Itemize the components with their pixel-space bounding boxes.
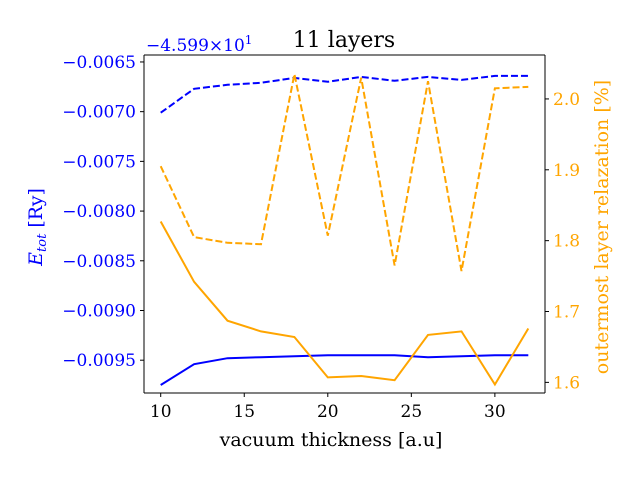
- series-line-left-solid: [160, 354, 529, 386]
- left-tick-label: −0.0070: [62, 103, 136, 123]
- left-axis-label-subscript: tot: [35, 233, 50, 252]
- x-tick-label: 15: [233, 402, 255, 422]
- right-tick-label: 1.7: [553, 303, 580, 323]
- left-tick-label: −0.0095: [62, 351, 136, 371]
- left-axis-offset-base: −4.599×10: [146, 36, 245, 56]
- right-tick-label: 1.9: [553, 161, 580, 181]
- left-tick-label: −0.0075: [62, 152, 136, 172]
- left-tick-label: −0.0085: [62, 252, 136, 272]
- x-axis-label: vacuum thickness [a.u]: [219, 429, 443, 451]
- plot-area: 10 15 20 25 30 −0.0065 −0.0070 −0.0075 −0.0080 −0…: [62, 53, 580, 422]
- left-axis-label-unit: [Ry]: [25, 188, 47, 234]
- right-tick-label: 1.6: [553, 373, 580, 393]
- chart-title: 11 layers: [293, 28, 395, 53]
- series-line-right-solid: [159, 221, 530, 387]
- series-line-right-dashed: [159, 73, 529, 272]
- x-tick-label: 20: [317, 402, 339, 422]
- left-tick-label: −0.0080: [62, 202, 136, 222]
- right-tick-label: 2.0: [553, 90, 580, 110]
- left-axis-offset-exponent: 1: [245, 33, 253, 47]
- x-tick-label: 10: [150, 402, 172, 422]
- series-line-left-dashed: [160, 74, 529, 114]
- left-tick-label: −0.0065: [62, 53, 136, 73]
- x-tick-label: 25: [401, 402, 423, 422]
- left-tick-label: −0.0090: [62, 301, 136, 321]
- left-axis-offset: −4.599×101: [146, 33, 252, 56]
- right-tick-label: 1.8: [553, 232, 580, 252]
- left-axis-label: Etot [Ry]: [25, 188, 50, 267]
- left-axis-label-main: E: [25, 252, 47, 267]
- right-axis-label: outermost layer relazation [%]: [591, 80, 613, 374]
- x-tick-label: 30: [484, 402, 506, 422]
